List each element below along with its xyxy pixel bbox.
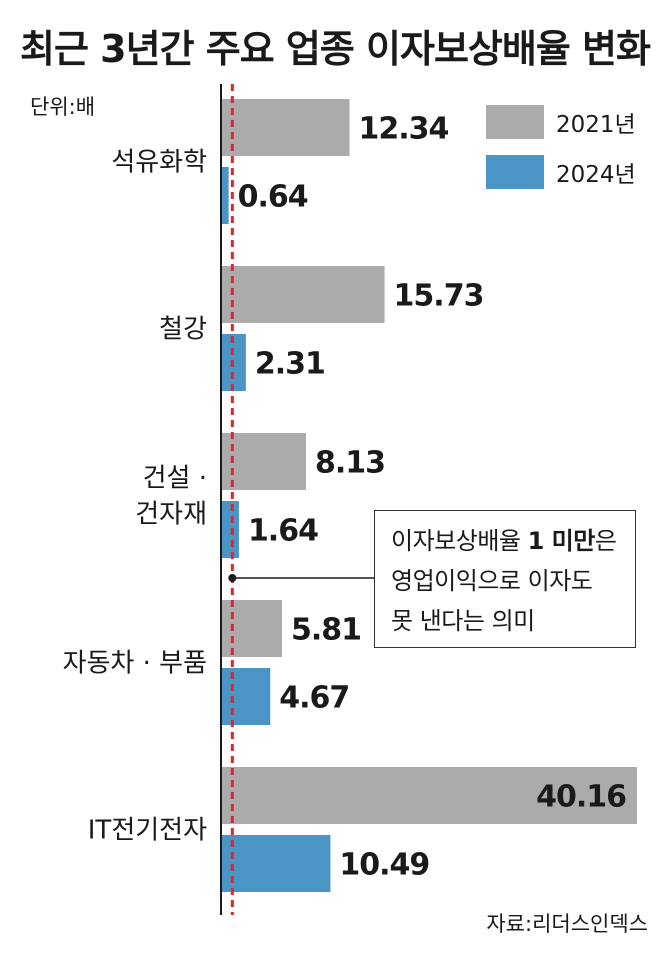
value-label-2021-0: 12.34 (359, 112, 449, 147)
value-label-2021-1: 15.73 (394, 279, 484, 314)
callout-line-1: 이자보상배율 1 미만은 (391, 521, 635, 561)
bar-2024-4 (222, 835, 331, 892)
callout-line-2: 영업이익으로 이자도 (391, 567, 593, 595)
category-label-1: 철강 (159, 315, 207, 345)
callout-text-1b: 1 미만 (527, 527, 596, 555)
bar-2024-2 (222, 501, 239, 558)
legend-item-2024: 2024년 (486, 147, 636, 197)
callout-line-3: 못 낸다는 의미 (391, 607, 535, 635)
category-label-3: 자동차 · 부품 (63, 649, 207, 679)
legend-label-2024: 2024년 (556, 162, 636, 188)
bar-2024-3 (222, 668, 271, 725)
value-label-2024-2: 1.64 (248, 514, 318, 549)
bar-2021-4 (222, 767, 637, 824)
value-label-2021-2: 8.13 (315, 446, 385, 481)
callout-text-1a: 이자보상배율 (391, 527, 528, 555)
value-label-2024-1: 2.31 (255, 347, 325, 382)
value-label-2021-4: 40.16 (536, 780, 626, 815)
callout-text-1c: 은 (594, 527, 617, 555)
legend-swatch-2021 (486, 105, 544, 139)
value-label-2024-4: 10.49 (339, 848, 429, 883)
value-label-2024-0: 0.64 (238, 180, 308, 215)
bar-2021-2 (222, 433, 307, 490)
value-label-2021-3: 5.81 (291, 613, 361, 648)
bar-2021-1 (222, 266, 385, 323)
legend-item-2021: 2021년 (486, 97, 636, 147)
chart-title: 최근 3년간 주요 업종 이자보상배율 변화 (20, 27, 651, 71)
category-label-0: 석유화학 (111, 148, 207, 178)
legend-swatch-2024 (486, 155, 544, 189)
callout-box: 이자보상배율 1 미만은 영업이익으로 이자도 못 낸다는 의미 (374, 510, 636, 648)
category-label-4: IT전기전자 (88, 816, 207, 846)
source-label: 자료:리더스인덱스 (486, 912, 648, 936)
bar-2024-0 (222, 167, 229, 224)
legend: 2021년 2024년 (486, 97, 636, 197)
unit-label: 단위:배 (30, 95, 96, 119)
bar-2021-0 (222, 99, 350, 156)
bar-2024-1 (222, 334, 246, 391)
value-label-2024-3: 4.67 (279, 681, 349, 716)
legend-label-2021: 2021년 (556, 112, 636, 138)
category-label-2-line-0: 건설 · (143, 464, 207, 494)
callout-leader-dot (228, 574, 237, 582)
category-label-2-line-1: 건자재 (135, 500, 207, 530)
